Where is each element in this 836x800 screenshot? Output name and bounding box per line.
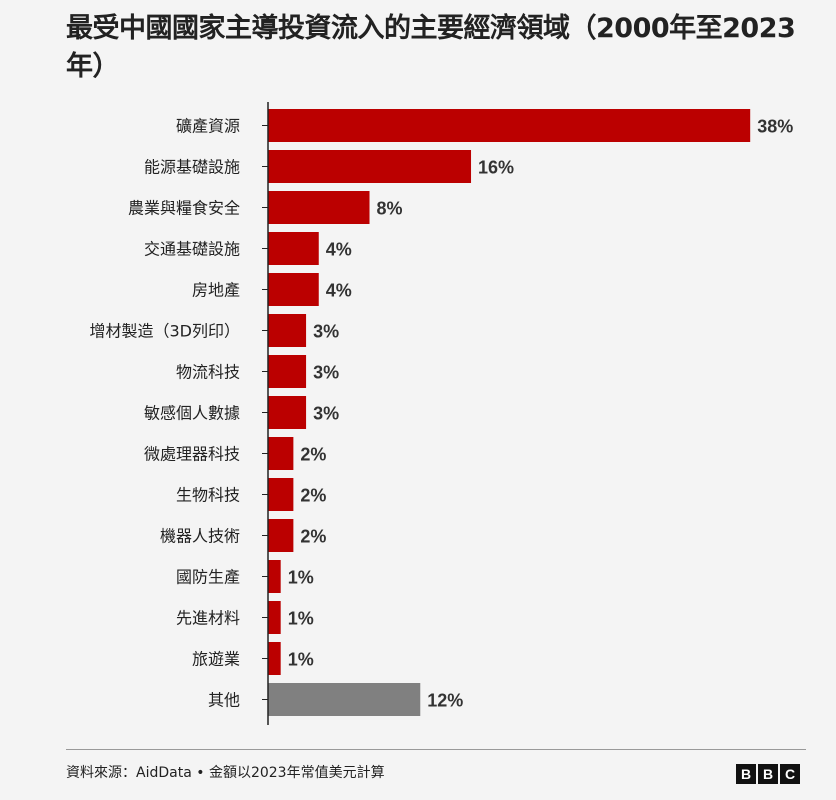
category-label-10: 機器人技術 <box>160 527 240 546</box>
bar-4 <box>268 273 319 306</box>
logo-letter-b2: B <box>758 764 778 784</box>
bar-10 <box>268 519 294 552</box>
bar-7 <box>268 396 307 429</box>
category-label-6: 物流科技 <box>176 363 240 382</box>
category-label-1: 能源基礎設施 <box>144 158 240 177</box>
bar-2 <box>268 191 370 224</box>
value-label-0: 38% <box>757 117 793 137</box>
bar-chart: 礦產資源 38% 能源基礎設施 16% 農業與糧食安全 8% 交通基礎設施 4% 房地產 4% 增材… <box>89 102 793 725</box>
bar-14 <box>268 683 421 716</box>
category-label-13: 旅遊業 <box>192 650 240 669</box>
bar-8 <box>268 437 294 470</box>
bar-1 <box>268 150 472 183</box>
value-label-12: 1% <box>288 609 314 629</box>
category-label-7: 敏感個人數據 <box>144 404 240 423</box>
category-label-4: 房地產 <box>192 281 240 300</box>
category-label-5: 增材製造（3D列印） <box>89 322 240 341</box>
bar-0 <box>268 109 751 142</box>
bar-5 <box>268 314 307 347</box>
value-label-9: 2% <box>300 486 326 506</box>
bar-9 <box>268 478 294 511</box>
value-label-11: 1% <box>288 568 314 588</box>
value-label-4: 4% <box>326 281 352 301</box>
bbc-logo: B B C <box>736 764 800 784</box>
value-label-14: 12% <box>427 691 463 711</box>
source-note: 資料來源：AidData • 金額以2023年常值美元計算 <box>66 765 385 781</box>
chart-title: 最受中國國家主導投資流入的主要經濟領域（2000年至2023年） <box>66 13 796 82</box>
value-label-1: 16% <box>478 158 514 178</box>
value-label-10: 2% <box>300 527 326 547</box>
category-label-11: 國防生產 <box>176 568 240 587</box>
value-label-8: 2% <box>300 445 326 465</box>
value-label-5: 3% <box>313 322 339 342</box>
value-label-13: 1% <box>288 650 314 670</box>
category-label-3: 交通基礎設施 <box>144 240 240 259</box>
category-label-8: 微處理器科技 <box>144 445 240 464</box>
category-label-0: 礦產資源 <box>176 117 240 136</box>
value-label-7: 3% <box>313 404 339 424</box>
bar-12 <box>268 601 281 634</box>
bar-3 <box>268 232 319 265</box>
bar-11 <box>268 560 281 593</box>
bar-13 <box>268 642 281 675</box>
bar-6 <box>268 355 307 388</box>
category-label-9: 生物科技 <box>176 486 240 505</box>
logo-letter-c: C <box>780 764 800 784</box>
logo-letter-b1: B <box>736 764 756 784</box>
category-label-14: 其他 <box>208 691 240 710</box>
category-label-12: 先進材料 <box>176 609 240 628</box>
value-label-2: 8% <box>377 199 403 219</box>
category-label-2: 農業與糧食安全 <box>128 199 240 218</box>
value-label-6: 3% <box>313 363 339 383</box>
footer-divider <box>66 749 806 750</box>
value-label-3: 4% <box>326 240 352 260</box>
